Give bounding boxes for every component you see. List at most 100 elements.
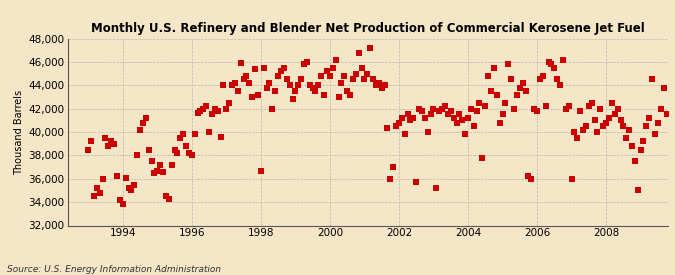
Point bbox=[555, 83, 566, 87]
Point bbox=[529, 106, 539, 111]
Point bbox=[198, 106, 209, 111]
Point bbox=[230, 81, 240, 85]
Point bbox=[468, 124, 479, 128]
Title: Monthly U.S. Refinery and Blender Net Production of Commercial Kerosene Jet Fuel: Monthly U.S. Refinery and Blender Net Pr… bbox=[91, 21, 645, 35]
Point bbox=[466, 106, 477, 111]
Point bbox=[293, 83, 304, 87]
Point bbox=[606, 101, 617, 105]
Point bbox=[115, 198, 126, 202]
Point bbox=[549, 65, 560, 70]
Point bbox=[376, 85, 387, 90]
Point bbox=[281, 77, 292, 82]
Point bbox=[402, 112, 413, 117]
Point bbox=[155, 163, 165, 167]
Point bbox=[483, 74, 493, 78]
Point bbox=[540, 104, 551, 109]
Y-axis label: Thousand Barrels: Thousand Barrels bbox=[14, 89, 24, 175]
Point bbox=[658, 85, 669, 90]
Point bbox=[610, 112, 620, 117]
Point bbox=[583, 104, 594, 109]
Point bbox=[140, 116, 151, 120]
Point bbox=[184, 151, 194, 155]
Point bbox=[368, 77, 379, 82]
Point bbox=[200, 104, 211, 109]
Point bbox=[264, 81, 275, 85]
Point bbox=[647, 77, 657, 82]
Point bbox=[342, 89, 352, 93]
Point bbox=[327, 65, 338, 70]
Point bbox=[537, 74, 548, 78]
Point bbox=[598, 124, 609, 128]
Point bbox=[439, 104, 450, 109]
Point bbox=[169, 147, 180, 152]
Point bbox=[364, 46, 375, 50]
Point bbox=[416, 109, 427, 113]
Point bbox=[132, 153, 142, 158]
Point bbox=[615, 118, 626, 123]
Point bbox=[149, 171, 160, 175]
Point bbox=[480, 104, 491, 109]
Point bbox=[117, 202, 128, 207]
Point bbox=[362, 71, 373, 76]
Point bbox=[209, 106, 220, 111]
Point bbox=[443, 112, 454, 117]
Point bbox=[152, 168, 163, 173]
Point bbox=[106, 139, 117, 144]
Point bbox=[414, 106, 425, 111]
Point bbox=[339, 74, 350, 78]
Point bbox=[462, 116, 473, 120]
Point bbox=[267, 106, 277, 111]
Point bbox=[405, 118, 416, 123]
Point bbox=[146, 159, 157, 163]
Point bbox=[270, 89, 281, 93]
Point bbox=[97, 177, 108, 181]
Point bbox=[181, 144, 192, 148]
Point bbox=[621, 136, 632, 140]
Point bbox=[319, 92, 329, 97]
Point bbox=[224, 101, 235, 105]
Point bbox=[333, 95, 344, 99]
Point bbox=[178, 132, 188, 136]
Point bbox=[382, 126, 393, 131]
Point bbox=[387, 165, 398, 169]
Point bbox=[385, 177, 396, 181]
Point bbox=[428, 106, 439, 111]
Point bbox=[316, 74, 327, 78]
Point bbox=[564, 104, 574, 109]
Point bbox=[512, 92, 522, 97]
Point bbox=[175, 136, 186, 140]
Point bbox=[437, 106, 448, 111]
Point bbox=[227, 83, 238, 87]
Point bbox=[503, 62, 514, 66]
Point bbox=[321, 69, 332, 73]
Point bbox=[425, 112, 436, 117]
Point bbox=[589, 118, 600, 123]
Point bbox=[569, 130, 580, 134]
Point bbox=[186, 153, 197, 158]
Point bbox=[290, 89, 301, 93]
Point bbox=[111, 174, 122, 179]
Point bbox=[218, 83, 229, 87]
Point bbox=[494, 120, 505, 125]
Point bbox=[172, 151, 183, 155]
Point bbox=[514, 85, 525, 90]
Point bbox=[207, 112, 217, 117]
Point bbox=[192, 111, 203, 116]
Point bbox=[434, 109, 445, 113]
Point bbox=[566, 177, 577, 181]
Point bbox=[336, 81, 347, 85]
Point bbox=[595, 106, 605, 111]
Point bbox=[259, 65, 269, 70]
Point bbox=[477, 155, 488, 160]
Point bbox=[580, 124, 591, 128]
Point bbox=[158, 169, 169, 174]
Point bbox=[448, 116, 459, 120]
Point bbox=[313, 83, 324, 87]
Point bbox=[535, 77, 545, 82]
Point bbox=[275, 69, 286, 73]
Point bbox=[345, 92, 356, 97]
Point bbox=[138, 120, 148, 125]
Point bbox=[394, 120, 404, 125]
Point bbox=[543, 60, 554, 64]
Point bbox=[120, 175, 131, 180]
